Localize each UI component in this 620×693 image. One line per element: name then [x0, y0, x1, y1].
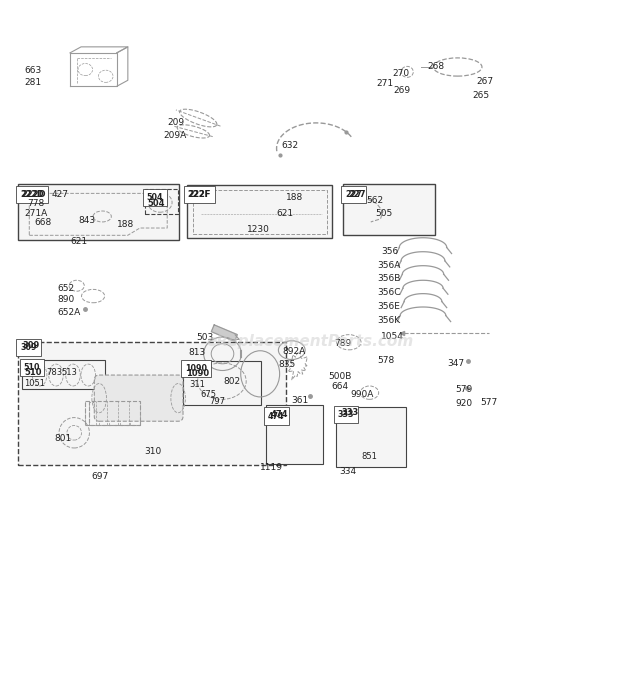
Text: 356E: 356E	[378, 301, 401, 310]
Text: 663: 663	[24, 66, 42, 75]
Text: 783: 783	[46, 368, 63, 377]
Text: 333: 333	[342, 408, 359, 417]
Text: 227: 227	[345, 191, 362, 200]
Text: 621: 621	[276, 209, 293, 218]
Text: 789: 789	[334, 339, 352, 348]
Bar	[343, 184, 435, 235]
Text: 652: 652	[58, 284, 75, 293]
Bar	[89, 402, 140, 425]
Text: 188: 188	[117, 220, 135, 229]
Text: 309: 309	[20, 344, 37, 353]
Text: 474: 474	[268, 412, 285, 421]
Text: 1230: 1230	[247, 225, 270, 234]
FancyBboxPatch shape	[94, 375, 183, 421]
Text: 265: 265	[472, 91, 489, 100]
Text: 269: 269	[393, 87, 410, 96]
Text: 311: 311	[190, 380, 206, 389]
Text: 271: 271	[376, 78, 393, 87]
Text: 222F: 222F	[188, 191, 211, 200]
Text: 510: 510	[24, 363, 40, 372]
Polygon shape	[211, 325, 237, 342]
Text: 227: 227	[348, 191, 366, 200]
Text: 1054: 1054	[381, 332, 404, 341]
Text: 577: 577	[480, 398, 498, 407]
Text: 1090: 1090	[185, 364, 207, 373]
Text: 675: 675	[201, 389, 216, 398]
Text: 510: 510	[24, 368, 42, 377]
Text: 222D: 222D	[20, 191, 43, 200]
Text: 668: 668	[35, 218, 52, 227]
Bar	[85, 401, 140, 426]
Text: 621: 621	[70, 237, 87, 246]
Text: 505: 505	[375, 209, 392, 218]
Text: 281: 281	[24, 78, 42, 87]
Text: 697: 697	[91, 472, 108, 481]
Bar	[19, 184, 179, 240]
Text: 892A: 892A	[283, 347, 306, 356]
Text: 802: 802	[224, 378, 241, 387]
Text: 356C: 356C	[378, 288, 401, 297]
Text: 813: 813	[188, 348, 206, 357]
Text: 890: 890	[58, 295, 75, 304]
Text: 664: 664	[331, 383, 348, 392]
Text: 188: 188	[286, 193, 303, 202]
Text: 652A: 652A	[58, 308, 81, 317]
Text: 222D: 222D	[21, 191, 46, 200]
Text: 1090: 1090	[186, 369, 209, 378]
Text: 209A: 209A	[163, 132, 186, 141]
Text: 347: 347	[447, 359, 464, 368]
FancyBboxPatch shape	[97, 378, 180, 419]
Text: 504: 504	[146, 193, 163, 202]
Text: 474: 474	[270, 410, 288, 419]
Text: 356B: 356B	[378, 274, 401, 283]
Text: eReplacementParts.com: eReplacementParts.com	[206, 334, 414, 349]
Bar	[183, 361, 262, 405]
Text: 578: 578	[378, 356, 395, 365]
Text: 271A: 271A	[24, 209, 48, 218]
Text: 503: 503	[197, 333, 214, 342]
Bar	[22, 360, 105, 389]
Text: 310: 310	[144, 447, 162, 456]
Text: 851: 851	[361, 452, 378, 461]
Text: 427: 427	[51, 191, 69, 200]
Text: 356K: 356K	[378, 315, 401, 324]
Bar	[336, 407, 406, 467]
Text: 579: 579	[455, 385, 472, 394]
Text: 562: 562	[366, 196, 383, 205]
Bar	[266, 405, 324, 464]
Text: 1051: 1051	[24, 378, 45, 387]
Text: 209: 209	[167, 118, 184, 127]
Text: 920: 920	[455, 399, 472, 408]
Bar	[19, 342, 286, 465]
Text: 801: 801	[55, 434, 72, 443]
Text: 222F: 222F	[188, 191, 211, 200]
Text: 500B: 500B	[328, 372, 352, 381]
Text: 632: 632	[281, 141, 299, 150]
Text: 309: 309	[22, 341, 39, 350]
Bar	[187, 186, 332, 238]
Text: 334: 334	[340, 467, 357, 476]
Text: 333: 333	[338, 410, 355, 419]
Text: 835: 835	[278, 360, 296, 369]
Text: 843: 843	[78, 216, 95, 225]
Text: 356A: 356A	[378, 261, 401, 270]
Text: 1119: 1119	[260, 462, 283, 471]
Text: 504: 504	[148, 200, 166, 209]
Text: 267: 267	[476, 78, 493, 87]
Text: 513: 513	[61, 368, 78, 377]
Text: 990A: 990A	[351, 390, 374, 399]
Bar	[144, 188, 177, 214]
Text: 356: 356	[381, 247, 398, 256]
Text: 778: 778	[27, 199, 45, 208]
Text: 268: 268	[427, 62, 445, 71]
Text: 797: 797	[210, 397, 226, 406]
Text: 270: 270	[392, 69, 409, 78]
Text: 361: 361	[292, 396, 309, 405]
